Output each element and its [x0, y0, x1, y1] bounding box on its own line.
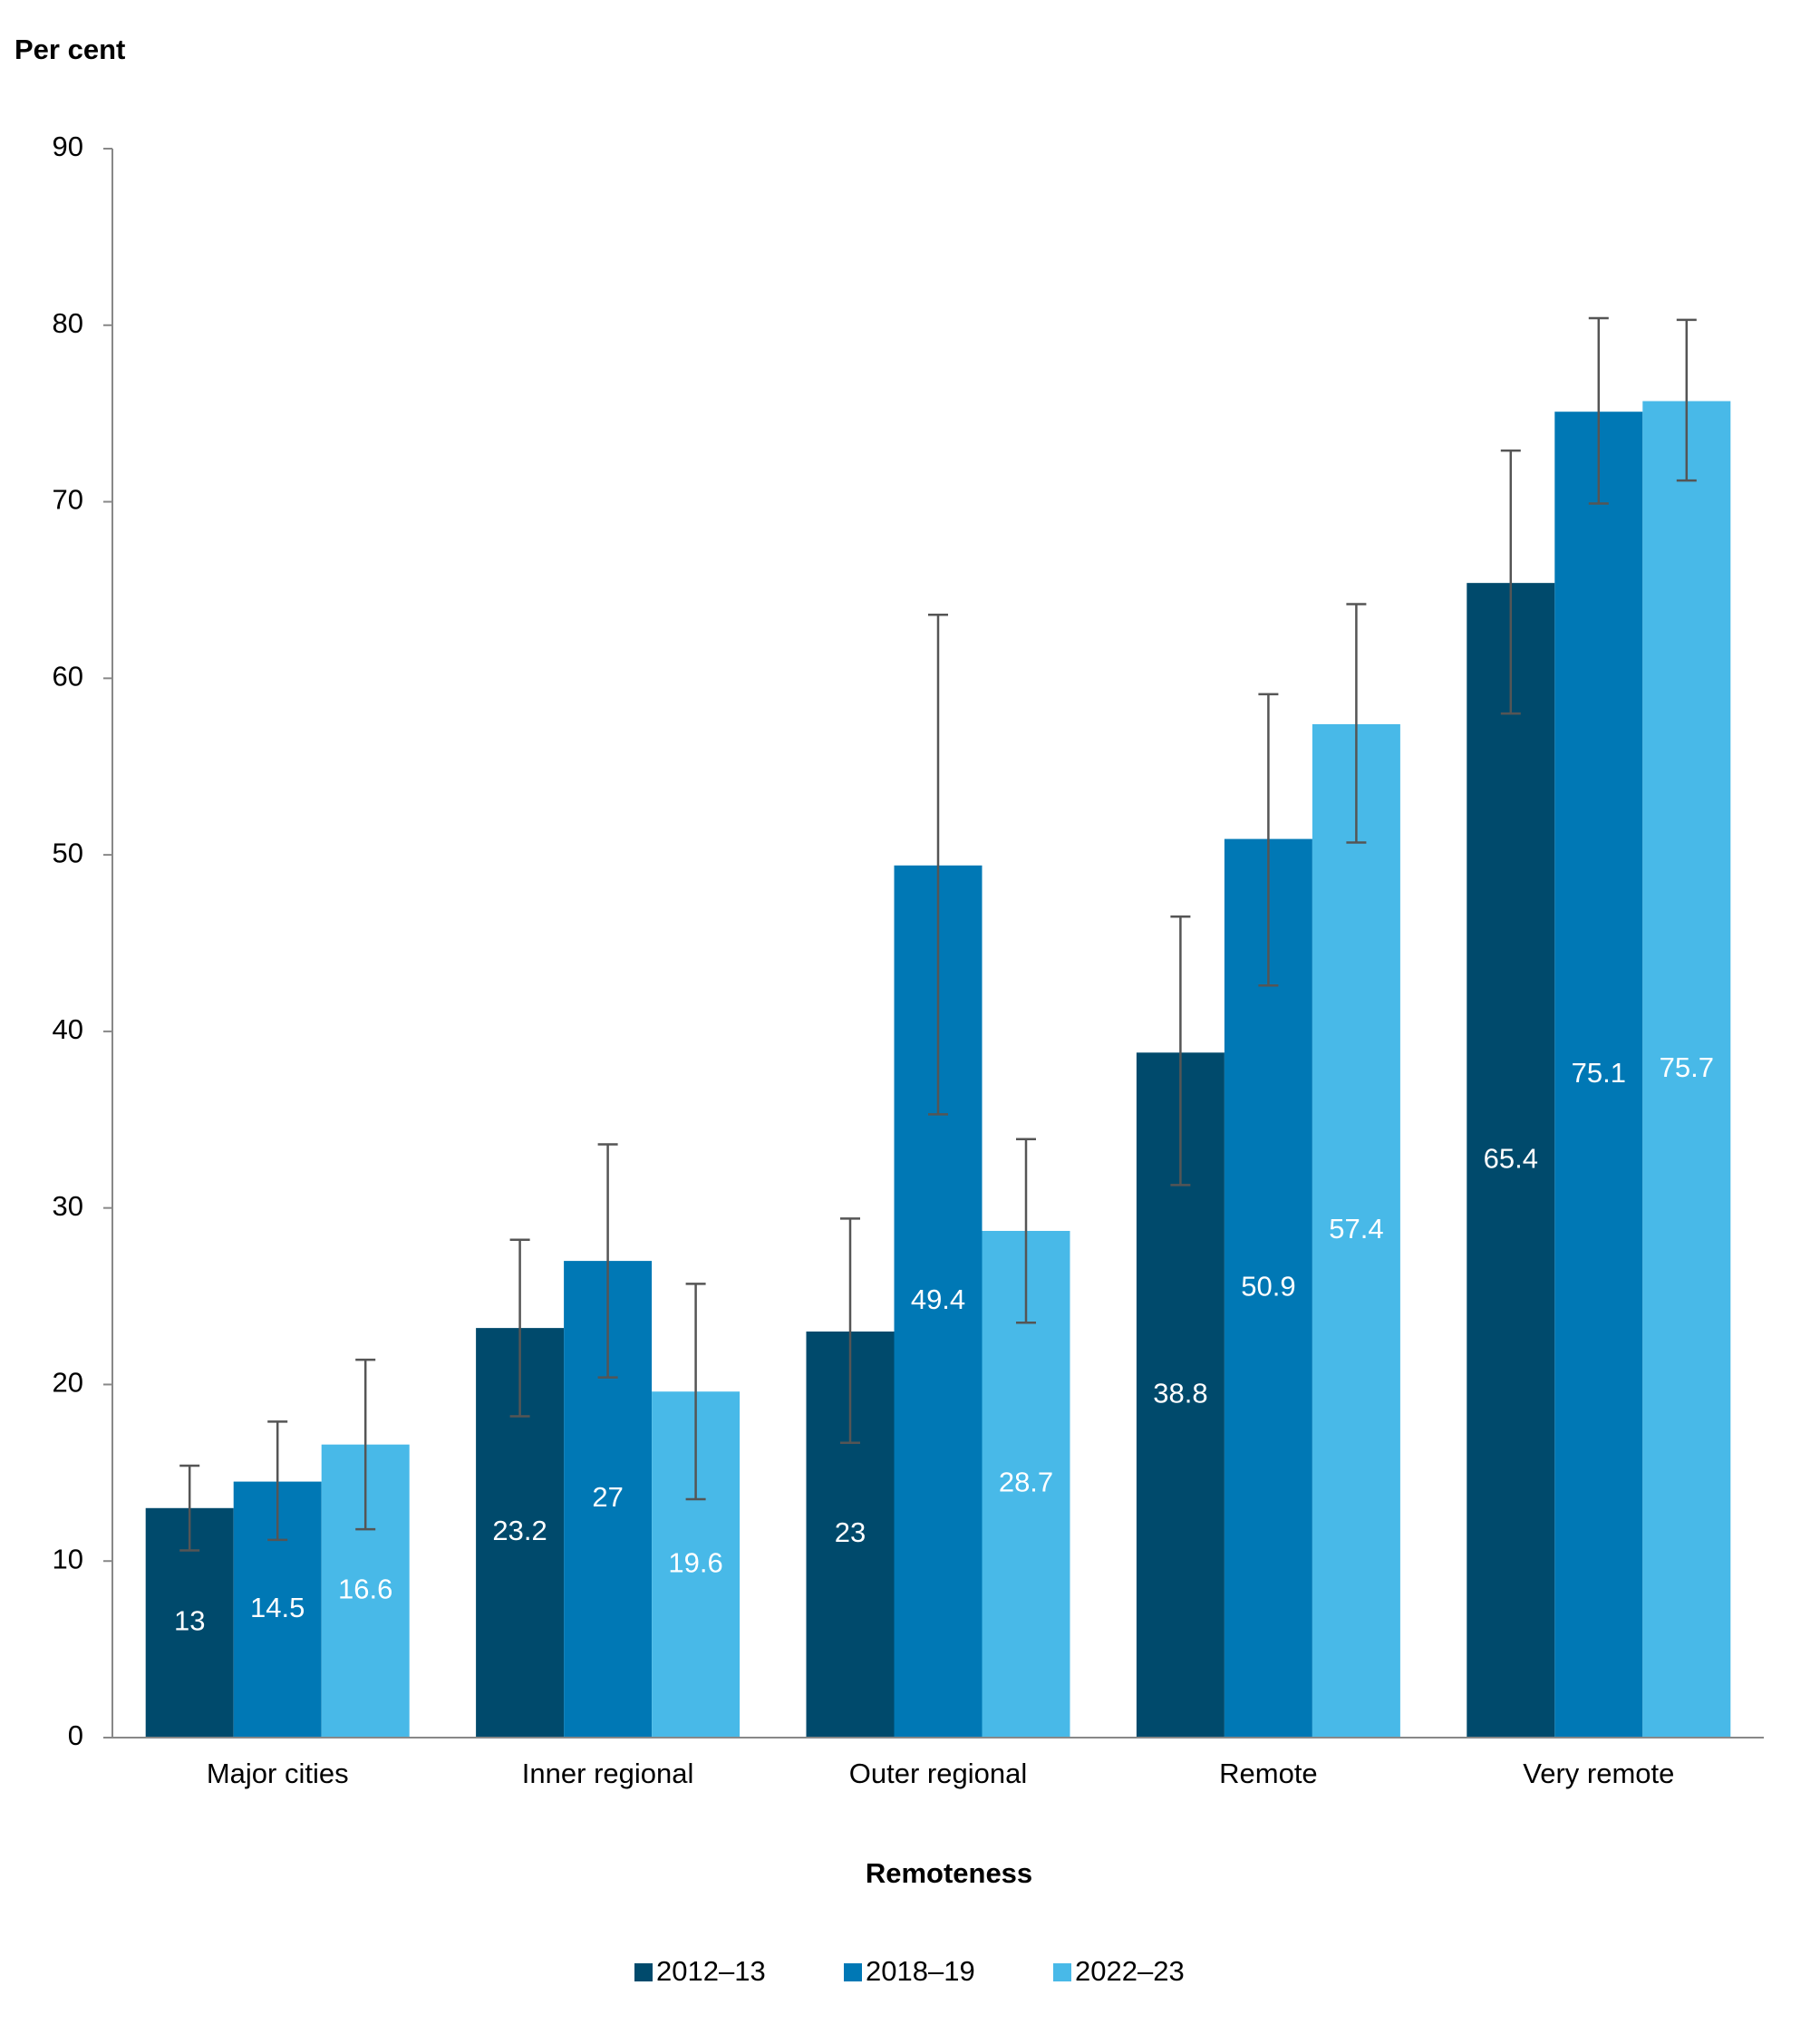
- error-bar: [179, 1464, 200, 1552]
- x-tick-label: Major cities: [207, 1758, 349, 1789]
- legend-swatch: [1053, 1963, 1071, 1981]
- error-bar: [928, 613, 948, 1116]
- error-bar: [509, 1238, 530, 1418]
- error-bar: [685, 1283, 706, 1501]
- value-label: 13: [174, 1605, 205, 1637]
- value-label: 65.4: [1484, 1142, 1538, 1174]
- y-axis-title: Per cent: [15, 34, 125, 65]
- error-bar: [1676, 318, 1697, 482]
- legend-label: 2018–19: [866, 1955, 975, 1987]
- value-label: 57.4: [1329, 1213, 1383, 1245]
- value-label: 16.6: [338, 1574, 392, 1605]
- error-bar: [1016, 1138, 1036, 1324]
- y-tick-label: 50: [53, 837, 83, 868]
- y-tick-label: 0: [68, 1719, 83, 1751]
- error-bar: [1588, 316, 1609, 505]
- error-bar: [1258, 693, 1279, 987]
- value-label: 49.4: [911, 1283, 965, 1315]
- y-tick-label: 60: [53, 661, 83, 693]
- legend-swatch: [844, 1963, 862, 1981]
- error-bar: [840, 1217, 860, 1444]
- value-label: 27: [592, 1481, 623, 1513]
- bar: [1642, 401, 1731, 1738]
- y-tick-label: 80: [53, 307, 83, 339]
- y-tick-label: 40: [53, 1013, 83, 1045]
- bar: [1467, 583, 1555, 1738]
- value-label: 19.6: [668, 1546, 722, 1578]
- legend-label: 2022–23: [1075, 1955, 1185, 1987]
- error-bar: [1170, 915, 1191, 1186]
- x-axis-title: Remoteness: [866, 1857, 1032, 1889]
- x-tick-label: Remote: [1219, 1758, 1318, 1789]
- value-label: 14.5: [250, 1592, 305, 1623]
- y-tick-label: 20: [53, 1367, 83, 1399]
- legend-label: 2012–13: [656, 1955, 766, 1987]
- x-tick-label: Inner regional: [522, 1758, 694, 1789]
- legend-swatch: [634, 1963, 653, 1981]
- x-tick-label: Very remote: [1523, 1758, 1674, 1789]
- y-tick-label: 90: [53, 131, 83, 162]
- value-label: 75.1: [1572, 1057, 1626, 1089]
- error-bar: [355, 1358, 376, 1531]
- y-tick-label: 10: [53, 1543, 83, 1574]
- value-label: 23: [835, 1516, 866, 1548]
- error-bar: [1346, 603, 1367, 844]
- bar: [1224, 838, 1312, 1738]
- value-label: 28.7: [999, 1467, 1053, 1498]
- value-label: 23.2: [492, 1515, 547, 1546]
- bar: [1554, 412, 1643, 1739]
- value-label: 50.9: [1241, 1270, 1295, 1302]
- error-bar: [597, 1143, 618, 1379]
- error-bar: [1500, 449, 1521, 715]
- error-bar: [267, 1420, 288, 1542]
- x-tick-label: Outer regional: [849, 1758, 1027, 1789]
- y-tick-label: 70: [53, 484, 83, 516]
- bar: [1312, 723, 1400, 1738]
- value-label: 38.8: [1153, 1377, 1207, 1409]
- y-tick-label: 30: [53, 1190, 83, 1222]
- value-label: 75.7: [1660, 1051, 1714, 1083]
